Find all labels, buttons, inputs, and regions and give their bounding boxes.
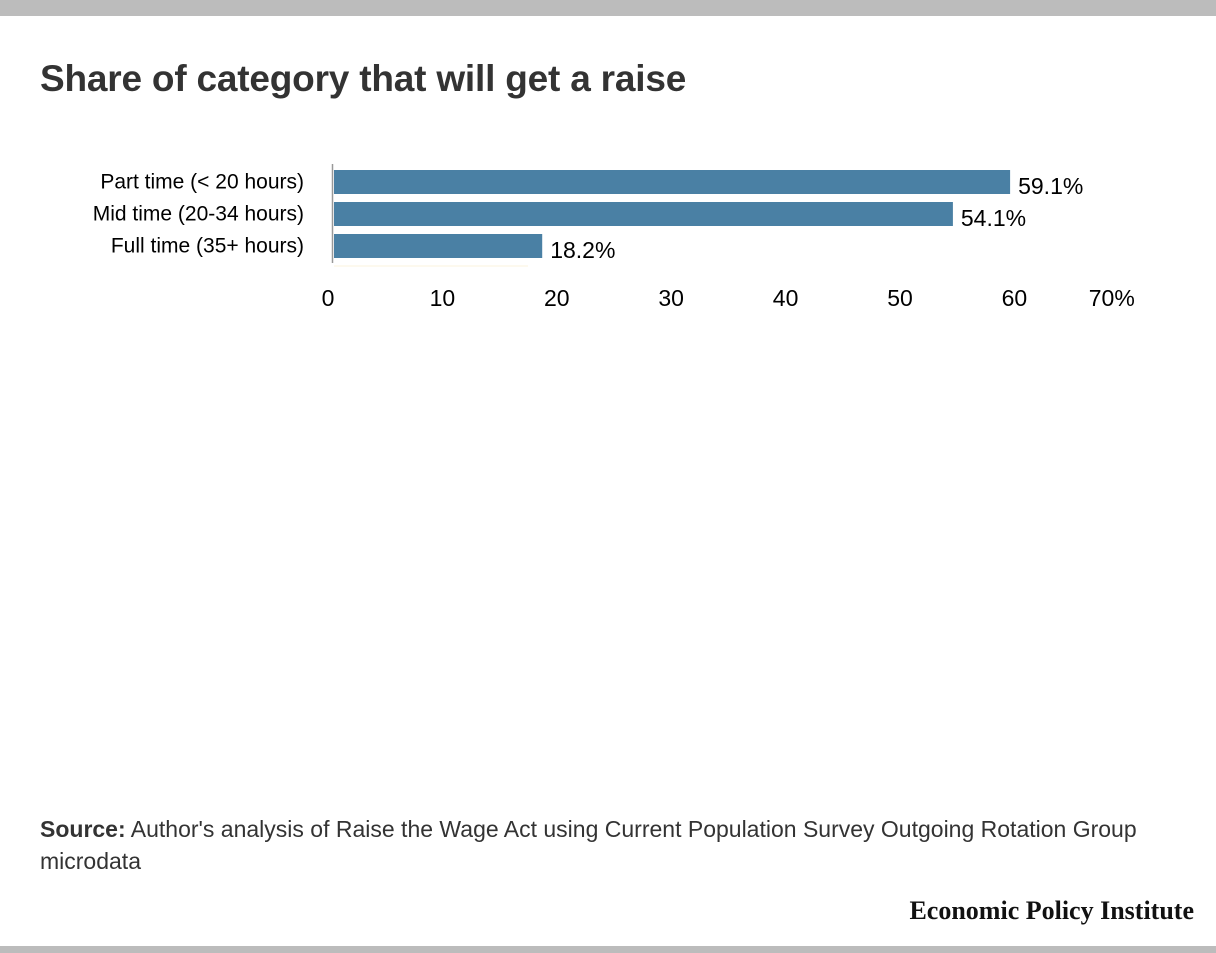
bars [334, 170, 1011, 258]
bar [334, 234, 543, 258]
x-tick-label: 70% [1089, 285, 1135, 311]
source-note: Source: Author's analysis of Raise the W… [40, 813, 1180, 877]
source-text: Author's analysis of Raise the Wage Act … [40, 816, 1137, 874]
x-tick-label: 60 [1002, 285, 1028, 311]
category-label: Part time (< 20 hours) [100, 171, 304, 194]
value-label: 54.1% [961, 205, 1026, 231]
value-label: 18.2% [550, 237, 615, 263]
x-tick-label: 20 [544, 285, 570, 311]
value-labels: 59.1% 54.1% 18.2% [550, 173, 1083, 263]
category-labels: Part time (< 20 hours) Mid time (20-34 ho… [93, 171, 304, 258]
value-label: 59.1% [1018, 173, 1083, 199]
brand-logo: Economic Policy Institute [909, 896, 1194, 925]
x-tick-label: 50 [887, 285, 913, 311]
top-rule [0, 0, 1216, 16]
source-label: Source: [40, 816, 126, 842]
chart-title: Share of category that will get a raise [40, 58, 687, 99]
x-tick-label: 40 [773, 285, 799, 311]
x-axis-tick-labels: 0 10 20 30 40 50 60 70% [322, 285, 1135, 311]
category-label: Mid time (20-34 hours) [93, 203, 304, 226]
bar [334, 202, 953, 226]
x-tick-label: 10 [430, 285, 456, 311]
x-tick-label: 30 [658, 285, 684, 311]
category-label: Full time (35+ hours) [111, 235, 304, 258]
bar [334, 170, 1011, 194]
bottom-rule [0, 946, 1216, 953]
x-tick-label: 0 [322, 285, 335, 311]
